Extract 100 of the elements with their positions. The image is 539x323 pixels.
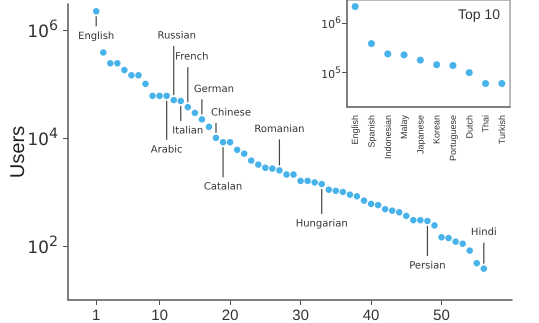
point	[498, 80, 506, 88]
point	[240, 150, 248, 157]
x-tick-label: 20	[222, 307, 238, 323]
point	[269, 165, 276, 172]
point	[107, 60, 114, 67]
point	[431, 222, 438, 229]
point	[474, 260, 480, 266]
x-tick-label: Japanese	[415, 115, 426, 154]
point	[445, 234, 452, 242]
point	[212, 134, 220, 142]
point	[416, 56, 424, 64]
annotation: Italian	[172, 126, 204, 137]
point	[192, 110, 198, 116]
point	[121, 66, 128, 74]
point	[424, 218, 431, 224]
y-tick-label: 10$^{5}$	[321, 64, 341, 80]
x-tick-label: Portuguese	[448, 115, 458, 162]
x-tick-label: Indonesian	[382, 115, 393, 160]
point	[384, 50, 392, 58]
point	[178, 98, 184, 104]
point	[311, 179, 318, 186]
x-tick-label: Thai	[480, 115, 491, 133]
point	[368, 40, 375, 48]
x-tick-label: 1	[92, 307, 100, 323]
x-tick-label: Turkish	[496, 115, 507, 144]
point	[354, 193, 360, 200]
x-tick-label: English	[350, 115, 360, 145]
x-tick-label: Dutch	[464, 115, 474, 139]
point	[163, 92, 170, 100]
point	[135, 72, 142, 79]
annotation: French	[175, 52, 208, 63]
point	[400, 51, 408, 58]
point	[340, 188, 346, 196]
point	[318, 180, 325, 188]
y-tick-label: 10$^{4}$	[27, 126, 58, 150]
point	[283, 171, 290, 178]
annotation: Russian	[157, 30, 196, 42]
x-tick-label: Korean	[432, 115, 442, 144]
point	[388, 207, 396, 214]
point	[184, 104, 192, 110]
point	[114, 60, 121, 67]
point	[326, 186, 332, 193]
point	[346, 191, 354, 198]
y-tick-label: 10$^{2}$	[27, 234, 58, 258]
annotation: Romanian	[254, 124, 304, 135]
point	[352, 3, 359, 10]
point	[92, 8, 100, 15]
point	[433, 61, 440, 68]
point	[100, 49, 106, 56]
x-tick-label: 50	[433, 307, 450, 323]
x-tick-label: 40	[362, 307, 380, 323]
point	[248, 157, 254, 164]
point	[482, 80, 490, 88]
x-tick-label: 30	[292, 307, 309, 323]
point	[396, 209, 402, 216]
point	[226, 138, 234, 146]
point	[234, 146, 240, 154]
point	[360, 197, 368, 204]
point	[374, 202, 382, 208]
point	[198, 116, 206, 123]
point	[480, 265, 488, 272]
point	[128, 72, 135, 79]
point	[332, 188, 340, 194]
annotation: Hungarian	[296, 218, 348, 230]
annotation: Arabic	[150, 144, 183, 156]
point	[255, 161, 262, 168]
point	[403, 212, 410, 220]
point	[262, 164, 269, 171]
point	[417, 216, 424, 224]
annotation: Hindi	[470, 227, 497, 238]
point	[466, 69, 473, 76]
point	[170, 96, 177, 104]
x-tick-label: Malay	[399, 114, 410, 140]
point	[297, 178, 304, 184]
y-tick-label: 10$^{6}$	[27, 18, 58, 42]
y-axis-title: Users	[7, 126, 29, 178]
point	[438, 234, 445, 240]
x-tick-label: Spanish	[366, 115, 376, 148]
point	[382, 206, 388, 212]
point	[276, 167, 283, 174]
point	[220, 138, 226, 146]
point	[368, 200, 374, 208]
annotation: German	[194, 84, 234, 95]
x-tick-label: 10	[151, 307, 168, 323]
annotation: English	[78, 30, 114, 42]
y-tick-label: 10$^{6}$	[321, 16, 341, 32]
point	[142, 80, 149, 88]
annotation: Catalan	[204, 182, 242, 193]
chart-title: Top 10	[458, 6, 500, 22]
point	[449, 62, 456, 69]
point	[459, 240, 466, 247]
point	[452, 238, 459, 245]
point	[149, 92, 156, 100]
annotation: Persian	[409, 260, 446, 272]
point	[290, 171, 297, 178]
annotation: Chinese	[211, 107, 251, 118]
point	[156, 92, 163, 100]
point	[206, 124, 212, 130]
point	[304, 178, 311, 184]
point	[410, 216, 417, 224]
